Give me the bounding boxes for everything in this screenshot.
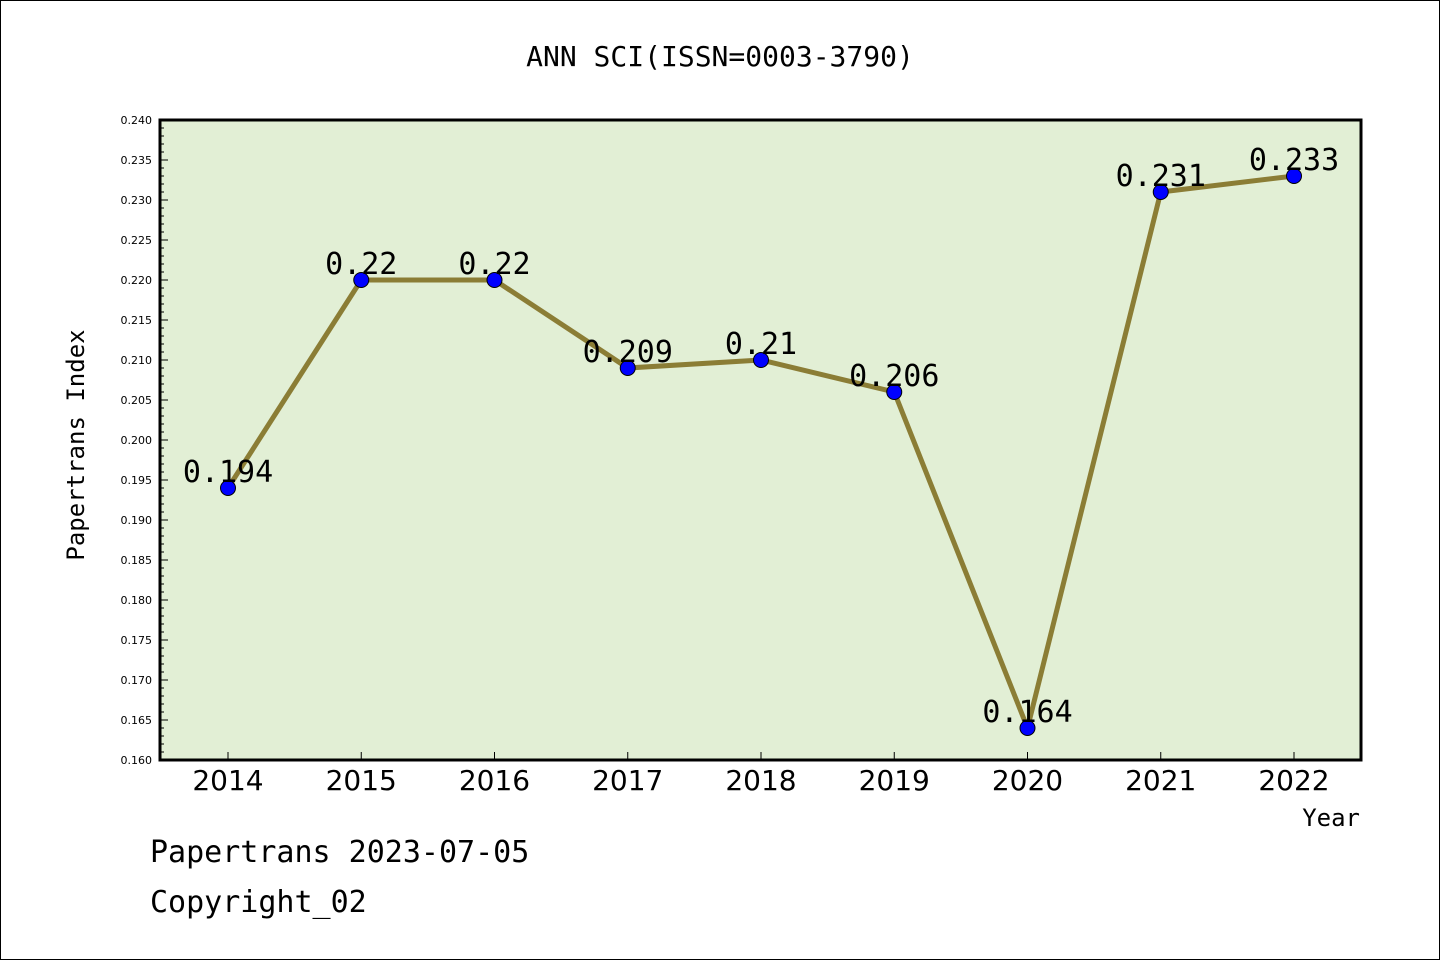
data-label: 0.233 xyxy=(1249,143,1339,178)
data-label: 0.21 xyxy=(725,327,797,362)
data-point xyxy=(753,352,769,368)
data-point xyxy=(220,480,236,496)
x-tick-label: 2015 xyxy=(326,764,397,797)
y-tick-label: 0.160 xyxy=(121,754,153,767)
y-tick-label: 0.200 xyxy=(121,434,153,447)
y-axis-ticks: 0.160 0.165 0.170 0.175 0.180 0.185 0.190 0.195… xyxy=(121,114,168,767)
x-tick-label: 2019 xyxy=(859,764,930,797)
x-tick-label: 2016 xyxy=(459,764,530,797)
x-axis-label: Year xyxy=(1302,804,1360,832)
y-tick-label: 0.190 xyxy=(121,514,153,527)
y-tick-label: 0.240 xyxy=(121,114,153,127)
data-label: 0.231 xyxy=(1116,159,1206,194)
y-axis-label: Papertrans Index xyxy=(62,329,90,560)
x-tick-label: 2022 xyxy=(1258,764,1329,797)
data-labels: 0.194 0.22 0.22 0.209 0.21 0.206 0.164 0.231 0.2… xyxy=(183,143,1339,730)
y-tick-label: 0.210 xyxy=(121,354,153,367)
footer-date: Papertrans 2023-07-05 xyxy=(150,835,530,870)
y-tick-label: 0.195 xyxy=(121,474,153,487)
footer-copyright: Copyright_02 xyxy=(150,885,367,920)
x-tick-label: 2017 xyxy=(592,764,663,797)
x-tick-label: 2018 xyxy=(725,764,796,797)
chart-title: ANN SCI(ISSN=0003-3790) xyxy=(526,40,914,73)
data-point xyxy=(619,360,636,376)
plot-area xyxy=(160,120,1361,760)
x-tick-label: 2021 xyxy=(1125,764,1196,797)
y-tick-label: 0.215 xyxy=(121,314,153,327)
data-label: 0.164 xyxy=(982,695,1072,730)
x-tick-label: 2020 xyxy=(992,764,1063,797)
y-tick-label: 0.230 xyxy=(121,194,153,207)
y-tick-label: 0.205 xyxy=(121,394,153,407)
x-tick-label: 2014 xyxy=(192,764,263,797)
data-points xyxy=(220,168,1302,736)
data-label: 0.22 xyxy=(325,247,397,282)
data-label: 0.209 xyxy=(583,335,673,370)
data-point xyxy=(486,272,503,288)
y-tick-label: 0.175 xyxy=(121,634,153,647)
y-tick-label: 0.235 xyxy=(121,154,153,167)
data-label: 0.22 xyxy=(458,247,530,282)
y-tick-label: 0.225 xyxy=(121,234,153,247)
data-point xyxy=(1152,184,1169,200)
y-tick-label: 0.220 xyxy=(121,274,153,287)
y-tick-label: 0.185 xyxy=(121,554,153,567)
y-tick-label: 0.165 xyxy=(121,714,153,727)
y-tick-label: 0.170 xyxy=(121,674,153,687)
y-tick-label: 0.180 xyxy=(121,594,153,607)
data-point xyxy=(353,272,370,288)
plot-border xyxy=(158,118,1363,762)
data-point xyxy=(1286,168,1302,184)
data-label: 0.206 xyxy=(849,359,939,394)
data-point xyxy=(1019,720,1036,736)
data-label: 0.194 xyxy=(183,455,273,490)
data-point xyxy=(886,384,903,400)
